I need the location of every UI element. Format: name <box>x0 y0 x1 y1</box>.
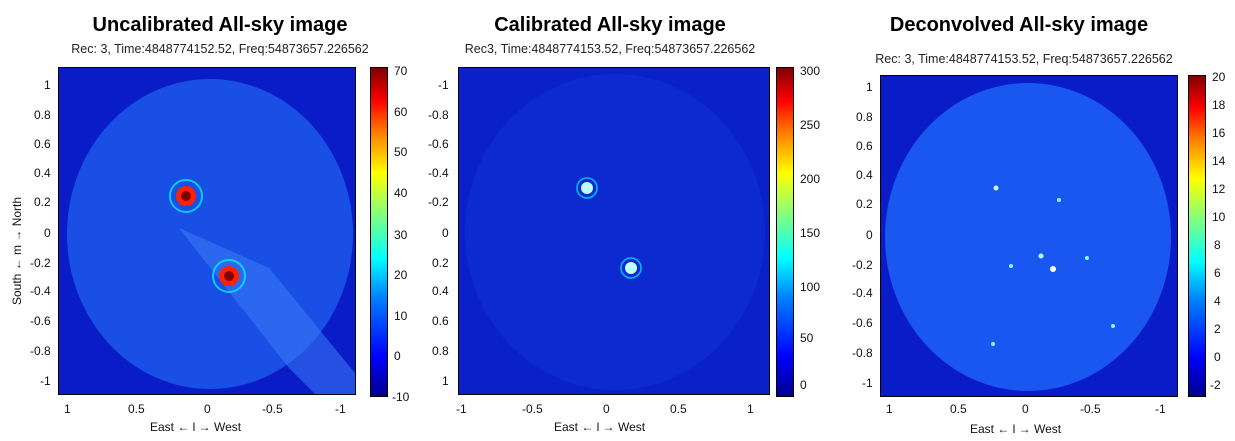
x-tick: -0.5 <box>1080 402 1101 416</box>
y-tick: -0.4 <box>30 284 51 298</box>
x-tick: -0.5 <box>522 402 543 416</box>
y-tick: -0.2 <box>428 195 449 209</box>
x-tick: -0.5 <box>262 402 283 416</box>
y-tick: -0.4 <box>428 166 449 180</box>
y-tick: -0.2 <box>30 256 51 270</box>
x-tick: 1 <box>64 402 71 416</box>
colorbar-tick: 100 <box>800 280 821 294</box>
x-axis-label: East ← l → West <box>554 420 646 434</box>
y-tick: 0.8 <box>432 344 449 358</box>
colorbar-tick: 40 <box>394 186 408 200</box>
colorbar-tick: 12 <box>1212 182 1226 196</box>
colorbar-tick: 18 <box>1212 98 1226 112</box>
y-tick: 0 <box>866 228 873 242</box>
panel-subtitle: Rec: 3, Time:4848774153.52, Freq:5487365… <box>875 52 1173 66</box>
y-tick: -0.8 <box>428 108 449 122</box>
y-tick: 0.8 <box>34 108 51 122</box>
y-tick: 0.2 <box>432 256 449 270</box>
y-tick: 0.4 <box>432 284 449 298</box>
y-tick: -1 <box>862 376 873 390</box>
sky-image <box>58 67 356 395</box>
colorbar-tick: 50 <box>394 145 408 159</box>
y-tick: -0.6 <box>30 314 51 328</box>
y-tick: -1 <box>438 78 449 92</box>
panel-uncalibrated: Uncalibrated All-sky image Rec: 3, Time:… <box>0 0 410 441</box>
y-tick: 0.6 <box>856 139 873 153</box>
colorbar-tick: 8 <box>1214 238 1221 252</box>
panel-subtitle: Rec3, Time:4848774153.52, Freq:54873657.… <box>464 42 756 56</box>
colorbar-tick: 10 <box>1212 210 1226 224</box>
panel-subtitle: Rec: 3, Time:4848774152.52, Freq:5487365… <box>71 42 369 56</box>
y-tick: 0.2 <box>34 195 51 209</box>
colorbar-tick: 150 <box>800 226 821 240</box>
x-axis-label: East ← l → West <box>970 422 1062 436</box>
colorbar-tick: 20 <box>394 268 408 282</box>
y-tick: 0.2 <box>856 197 873 211</box>
colorbar-tick: -2 <box>1210 378 1221 392</box>
colorbar-tick: 10 <box>394 309 408 323</box>
sky-image <box>880 75 1178 397</box>
y-tick: 0.4 <box>34 166 51 180</box>
colorbar-tick: 4 <box>1214 294 1221 308</box>
panel-title: Deconvolved All-sky image <box>889 14 1149 36</box>
colorbar-tick: 200 <box>800 172 821 186</box>
y-tick: -0.2 <box>852 258 873 272</box>
x-tick: 0 <box>204 402 211 416</box>
colorbar <box>370 67 388 397</box>
colorbar-tick: 20 <box>1212 70 1226 84</box>
x-tick: -1 <box>335 402 346 416</box>
colorbar-tick: 30 <box>394 228 408 242</box>
y-tick: 0 <box>442 226 449 240</box>
colorbar-tick: 50 <box>800 331 814 345</box>
colorbar-tick: 6 <box>1214 266 1221 280</box>
y-tick: 1 <box>866 80 873 94</box>
panel-title: Calibrated All-sky image <box>494 14 726 36</box>
sky-image <box>458 67 770 395</box>
panel-deconvolved: Deconvolved All-sky image Rec: 3, Time:4… <box>822 0 1235 441</box>
colorbar-tick: 0 <box>1214 350 1221 364</box>
sky-image-svg <box>59 68 355 394</box>
y-tick: 0.4 <box>856 168 873 182</box>
y-tick: 0 <box>44 226 51 240</box>
colorbar-tick: 2 <box>1214 322 1221 336</box>
colorbar-tick: 0 <box>800 378 807 392</box>
x-tick: 0.5 <box>128 402 145 416</box>
x-tick: -1 <box>456 402 467 416</box>
colorbar-tick: 60 <box>394 105 408 119</box>
x-tick: 0.5 <box>670 402 687 416</box>
x-tick: 0 <box>603 402 610 416</box>
x-tick: 1 <box>886 402 893 416</box>
colorbar-tick: 16 <box>1212 126 1226 140</box>
y-tick: 1 <box>442 374 449 388</box>
colorbar-tick: 250 <box>800 118 821 132</box>
sky-image-svg <box>881 76 1177 396</box>
sky-image-svg <box>459 68 769 394</box>
y-tick: 0.6 <box>432 314 449 328</box>
x-tick: 0.5 <box>950 402 967 416</box>
colorbar-tick: 300 <box>800 64 821 78</box>
colorbar-tick: -10 <box>392 390 410 404</box>
x-tick: 0 <box>1022 402 1029 416</box>
colorbar <box>776 67 794 397</box>
y-tick: -0.4 <box>852 286 873 300</box>
panel-calibrated: Calibrated All-sky image Rec3, Time:4848… <box>410 0 822 441</box>
colorbar-tick: 14 <box>1212 154 1226 168</box>
x-axis-label: East ← l → West <box>150 420 242 434</box>
x-tick: -1 <box>1155 402 1166 416</box>
y-tick: 0.8 <box>856 110 873 124</box>
y-tick: -0.8 <box>852 346 873 360</box>
y-tick: 0.6 <box>34 137 51 151</box>
y-tick: -1 <box>40 374 51 388</box>
panel-title: Uncalibrated All-sky image <box>92 14 348 36</box>
y-tick: 1 <box>44 78 51 92</box>
y-tick: -0.6 <box>852 316 873 330</box>
colorbar <box>1188 75 1206 397</box>
colorbar-tick: 70 <box>394 64 408 78</box>
colorbar-tick: 0 <box>394 349 401 363</box>
y-tick: -0.6 <box>428 137 449 151</box>
y-tick: -0.8 <box>30 344 51 358</box>
x-tick: 1 <box>747 402 754 416</box>
y-axis-label: South ← m → North <box>10 196 24 305</box>
